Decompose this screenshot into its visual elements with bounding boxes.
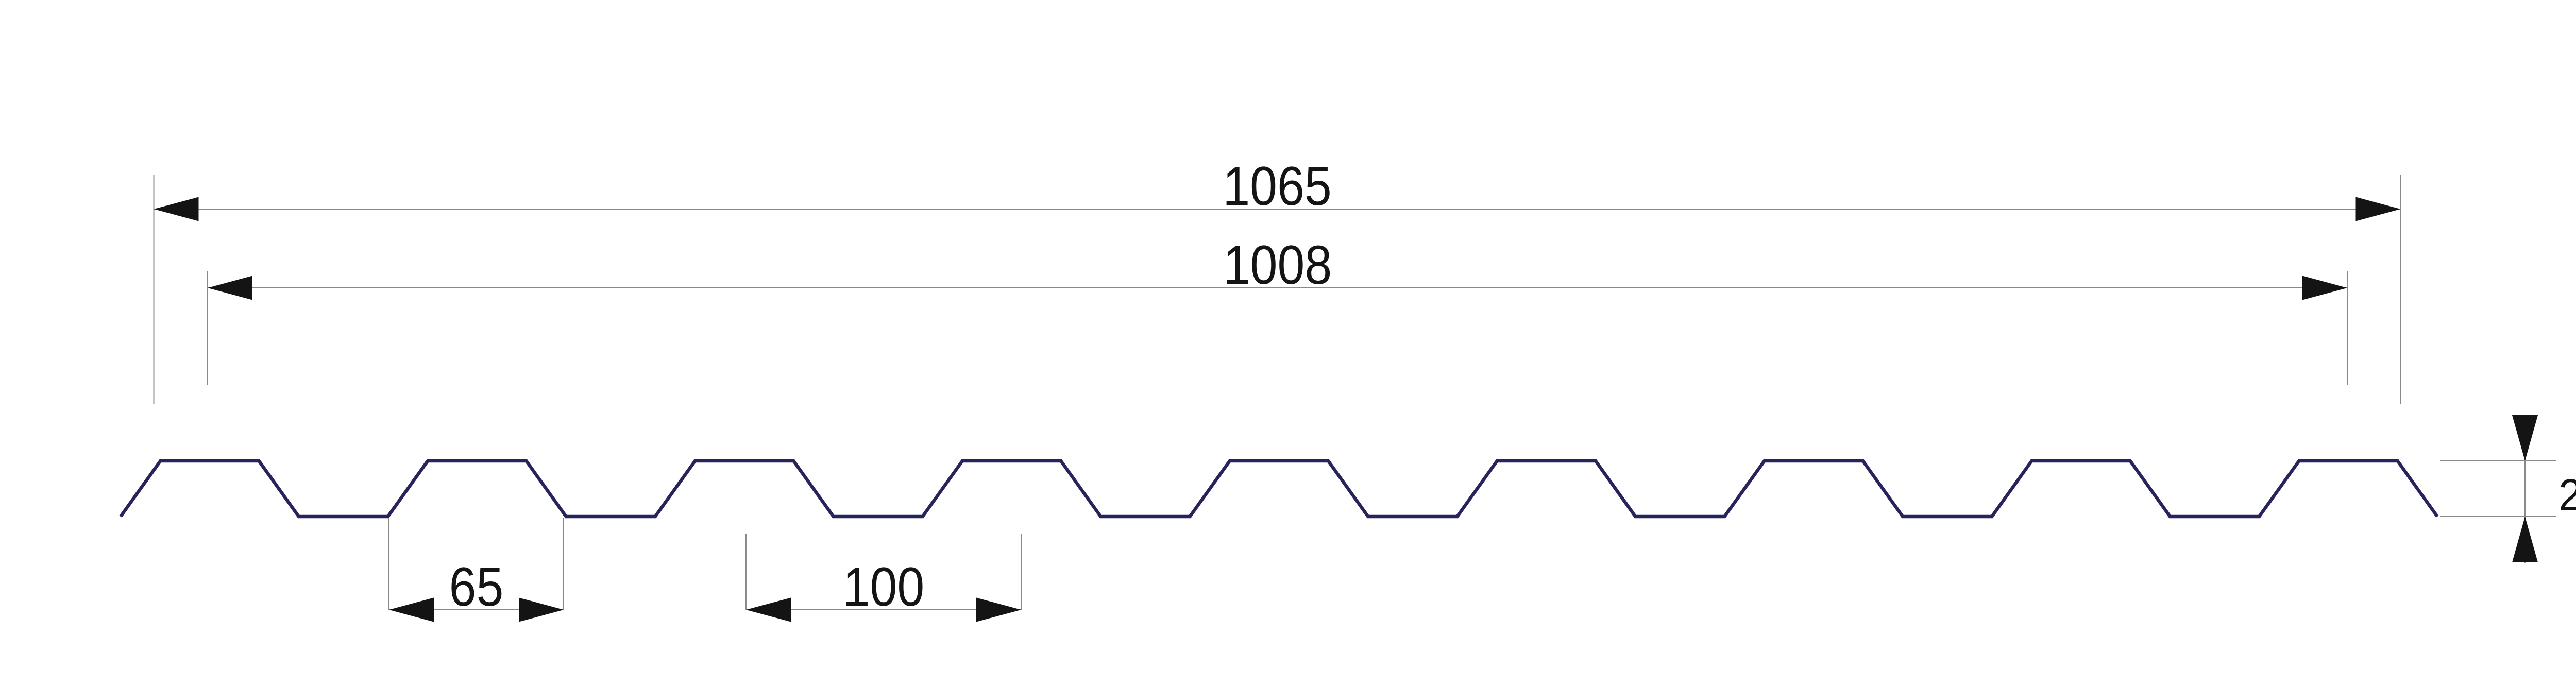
svg-text:65: 65 bbox=[449, 557, 504, 617]
svg-text:1065: 1065 bbox=[1223, 156, 1331, 217]
svg-text:21: 21 bbox=[2558, 470, 2576, 521]
svg-text:100: 100 bbox=[843, 557, 925, 617]
svg-text:1008: 1008 bbox=[1223, 235, 1332, 296]
